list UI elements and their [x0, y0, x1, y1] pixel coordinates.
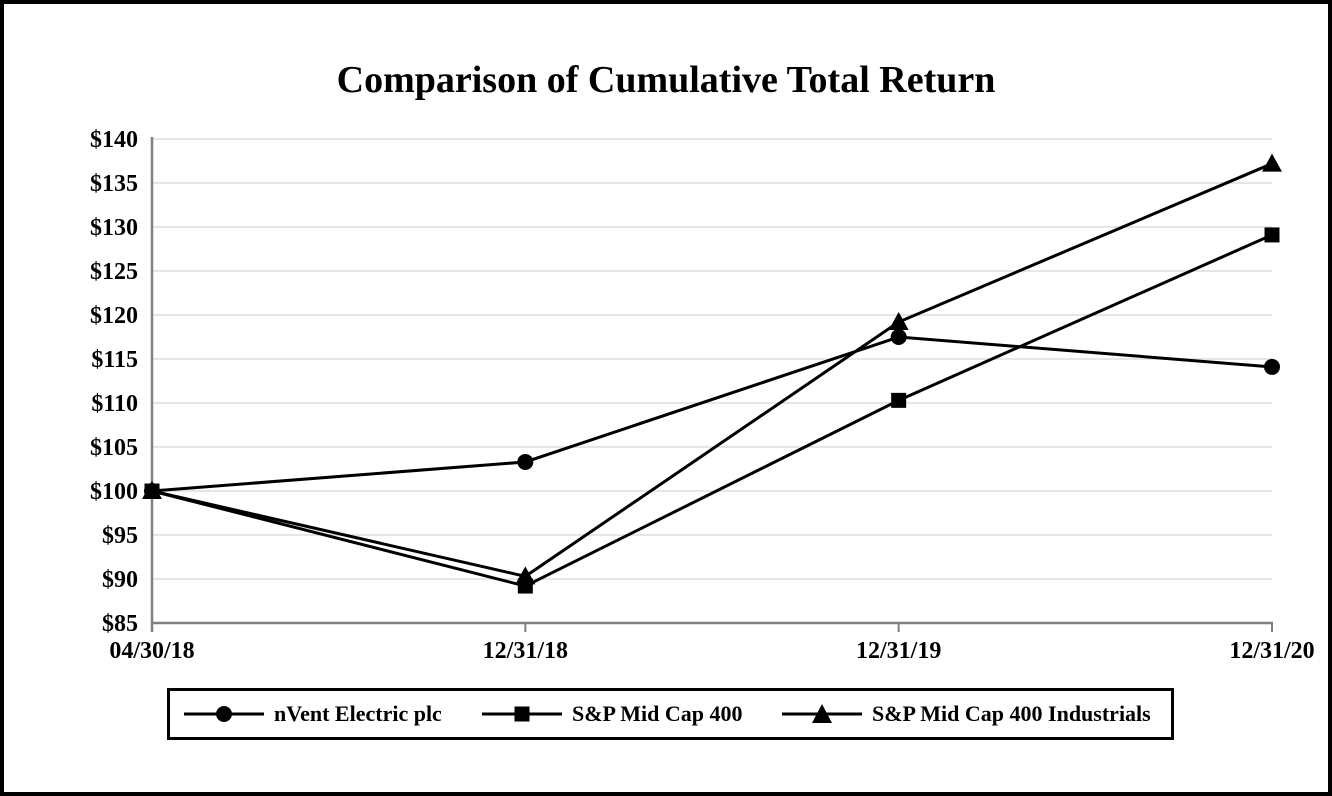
data-point-circle	[1264, 358, 1280, 375]
data-point-circle	[890, 329, 907, 345]
series-line-circle	[151, 335, 1273, 493]
line-square-marker-icon	[482, 706, 562, 722]
series-line-triangle	[151, 162, 1273, 578]
y-axis-label: $110	[91, 391, 138, 417]
chart-title: Comparison of Cumulative Total Return	[336, 59, 996, 101]
data-point-triangle	[1262, 153, 1282, 172]
legend-label: nVent Electric plc	[274, 701, 442, 726]
legend-label: S&P Mid Cap 400 Industrials	[872, 701, 1151, 726]
data-point-triangle	[888, 312, 909, 331]
x-axis-label: 04/30/18	[109, 638, 194, 664]
y-axis-label: $135	[90, 171, 138, 197]
legend-entry-sp-mid-cap-400: S&P Mid Cap 400	[482, 691, 743, 737]
y-axis-label: $120	[90, 303, 138, 329]
x-axis-label: 12/31/20	[1229, 638, 1314, 664]
data-point-square	[891, 392, 907, 408]
x-axis-label: 12/31/19	[856, 638, 941, 664]
y-axis-label: $140	[90, 127, 138, 153]
y-axis-label: $100	[90, 479, 138, 505]
y-axis-label: $90	[102, 567, 138, 593]
data-point-square	[1264, 227, 1280, 243]
plot-area: $140 $135 $130 $125 $120 $115 $110 $105 $100 $95 $…	[90, 127, 1315, 664]
y-axis-label: $85	[102, 611, 138, 637]
line-triangle-marker-icon	[782, 704, 862, 723]
data-point-triangle	[515, 566, 536, 585]
y-axis-label: $125	[90, 259, 138, 285]
y-axis-label: $95	[102, 523, 138, 549]
legend: nVent Electric plc S&P Mid Cap 400 S&P M…	[167, 688, 1174, 740]
legend-entry-nvent-electric-plc: nVent Electric plc	[184, 691, 442, 737]
data-point-triangle	[142, 481, 162, 499]
series-line-square	[151, 233, 1273, 588]
line-circle-marker-icon	[184, 706, 264, 722]
y-axis-label: $115	[91, 347, 138, 373]
legend-label: S&P Mid Cap 400	[572, 701, 743, 726]
y-axis-label: $105	[90, 435, 138, 461]
x-axis-label: 12/31/18	[483, 638, 568, 664]
data-point-circle	[517, 453, 534, 470]
y-axis-label: $130	[90, 215, 138, 241]
legend-entry-sp-mid-cap-400-industrials: S&P Mid Cap 400 Industrials	[782, 691, 1151, 737]
